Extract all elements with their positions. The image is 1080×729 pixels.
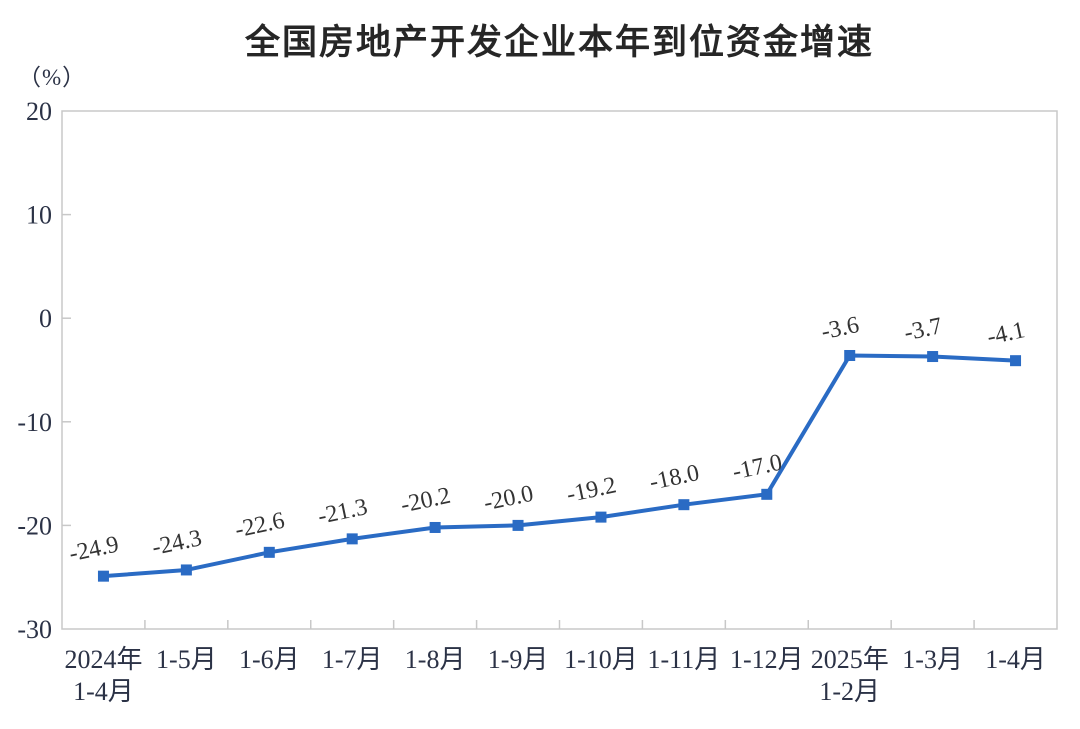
data-point-label: -24.9 <box>67 531 121 567</box>
y-axis-tick-label: -10 <box>17 408 52 437</box>
x-axis-tick-label: 1-3月 <box>902 645 963 674</box>
data-point-marker <box>180 564 192 576</box>
x-axis-tick-label: 1-5月 <box>156 645 217 674</box>
x-axis-tick-label: 1-8月 <box>405 645 466 674</box>
data-point-marker <box>678 499 690 511</box>
data-point-label: -3.7 <box>902 313 945 346</box>
y-axis-tick-label: 10 <box>26 201 52 230</box>
data-point-marker <box>927 351 939 363</box>
data-point-label: -20.2 <box>399 483 453 519</box>
x-axis-tick-label: 2025年 1-2月 <box>811 645 889 706</box>
y-axis-unit-label: （%） <box>18 65 87 90</box>
x-axis-tick-label: 1-9月 <box>488 645 549 674</box>
data-point-marker <box>263 546 275 558</box>
data-point-marker <box>1010 355 1022 367</box>
data-point-marker <box>346 533 358 545</box>
data-point-marker <box>761 488 773 500</box>
x-axis-tick-label: 1-7月 <box>322 645 383 674</box>
data-point-label: -22.6 <box>233 508 287 544</box>
data-point-label: -4.1 <box>985 317 1028 350</box>
data-point-marker <box>429 521 441 533</box>
data-point-label: -24.3 <box>150 525 204 561</box>
x-axis-tick-label: 2024年 1-4月 <box>64 645 142 706</box>
data-point-marker <box>97 570 109 582</box>
x-axis-tick-label: 1-4月 <box>985 645 1046 674</box>
plot-border <box>61 110 1058 630</box>
x-axis-tick-label: 1-11月 <box>648 645 721 674</box>
data-point-marker <box>844 349 856 361</box>
data-point-label: -20.0 <box>481 481 535 517</box>
data-point-label: -21.3 <box>316 494 370 530</box>
y-axis-tick-label: 20 <box>26 97 52 126</box>
data-point-marker <box>512 519 524 531</box>
x-axis-tick-label: 1-6月 <box>239 645 300 674</box>
series-line <box>101 353 1018 579</box>
data-point-marker <box>595 511 607 523</box>
data-point-label: -3.6 <box>819 312 862 345</box>
x-axis-tick-label: 1-10月 <box>564 645 638 674</box>
x-axis-tick-label: 1-12月 <box>730 645 804 674</box>
y-axis-tick-label: 0 <box>39 304 52 333</box>
data-point-label: -18.0 <box>647 460 701 496</box>
chart-title: 全国房地产开发企业本年到位资金增速 <box>244 23 874 62</box>
data-point-label: -19.2 <box>564 472 618 508</box>
y-axis-tick-label: -30 <box>17 615 52 644</box>
y-axis-tick-label: -20 <box>17 511 52 540</box>
